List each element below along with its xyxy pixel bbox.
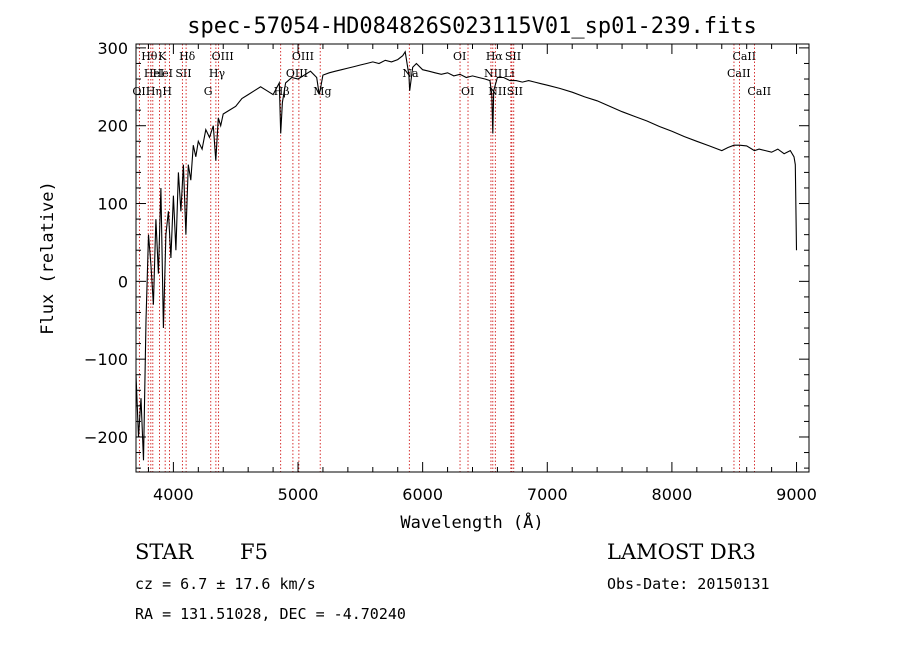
line-label-1: Hθ	[141, 50, 158, 63]
x-tick-label-1: 5000	[278, 485, 319, 504]
line-label-6: H	[162, 85, 172, 98]
line-label-25: CaII	[727, 67, 751, 80]
line-label-15: Mg	[313, 85, 331, 98]
flux-line	[135, 50, 798, 461]
coordinates: RA = 131.51028, DEC = -4.70240	[135, 605, 406, 623]
object-class: STAR	[135, 540, 194, 564]
redshift: cz = 6.7 ± 17.6 km/s	[135, 575, 316, 593]
line-label-12: Hβ	[274, 85, 290, 98]
x-axis: 4000 5000 6000 7000 8000 9000	[147, 44, 817, 504]
y-tick-label-1: −100	[84, 350, 128, 369]
y-tick-label-2: 0	[118, 272, 128, 291]
line-label-13: OIII	[286, 67, 308, 80]
line-label-27: CaII	[747, 85, 771, 98]
line-label-14: OIII	[292, 50, 314, 63]
line-label-11: OIII	[212, 50, 234, 63]
line-label-16: Na	[402, 67, 419, 80]
subclass: F5	[240, 540, 268, 564]
info-panel: STAR F5 LAMOST DR3 cz = 6.7 ± 17.6 km/s …	[135, 540, 770, 623]
flux-series	[135, 50, 798, 461]
line-label-22: Li	[504, 67, 515, 80]
line-label-5: K	[158, 50, 167, 63]
x-tick-label-3: 7000	[527, 485, 568, 504]
line-label-7: SII	[175, 67, 191, 80]
line-label-3: Hη	[146, 85, 162, 98]
y-tick-label-4: 200	[97, 117, 128, 136]
line-label-10: Hγ	[209, 67, 226, 80]
line-label-23: SII	[505, 50, 521, 63]
chart-title: spec-57054-HD084826S023115V01_sp01-239.f…	[187, 14, 757, 39]
line-label-4: HeI	[153, 67, 173, 80]
line-label-18: OI	[461, 85, 474, 98]
line-label-17: OI	[453, 50, 466, 63]
survey-name: LAMOST DR3	[607, 540, 756, 564]
x-axis-label: Wavelength (Å)	[400, 511, 543, 533]
y-tick-label-0: −200	[84, 428, 128, 447]
line-label-21: NII	[488, 85, 506, 98]
spectral-line-markers: OIIHθHeIHηHeIKHSIIHδGHγOIIIHβOIIIOIIIMgN…	[132, 44, 771, 472]
y-axis: −200 −100 0 100 200 300	[84, 39, 809, 469]
obs-date: Obs-Date: 20150131	[607, 575, 770, 593]
line-label-26: CaII	[732, 50, 756, 63]
x-tick-label-4: 8000	[652, 485, 693, 504]
x-tick-label-0: 4000	[153, 485, 194, 504]
x-tick-label-2: 6000	[402, 485, 443, 504]
line-label-9: G	[204, 85, 213, 98]
y-tick-label-3: 100	[97, 195, 128, 214]
line-label-8: Hδ	[179, 50, 196, 63]
y-axis-label: Flux (relative)	[38, 181, 58, 335]
line-label-20: Hα	[486, 50, 504, 63]
y-tick-label-5: 300	[97, 39, 128, 58]
plot-frame	[135, 43, 810, 473]
x-tick-label-5: 9000	[776, 485, 817, 504]
line-label-24: SII	[507, 85, 523, 98]
